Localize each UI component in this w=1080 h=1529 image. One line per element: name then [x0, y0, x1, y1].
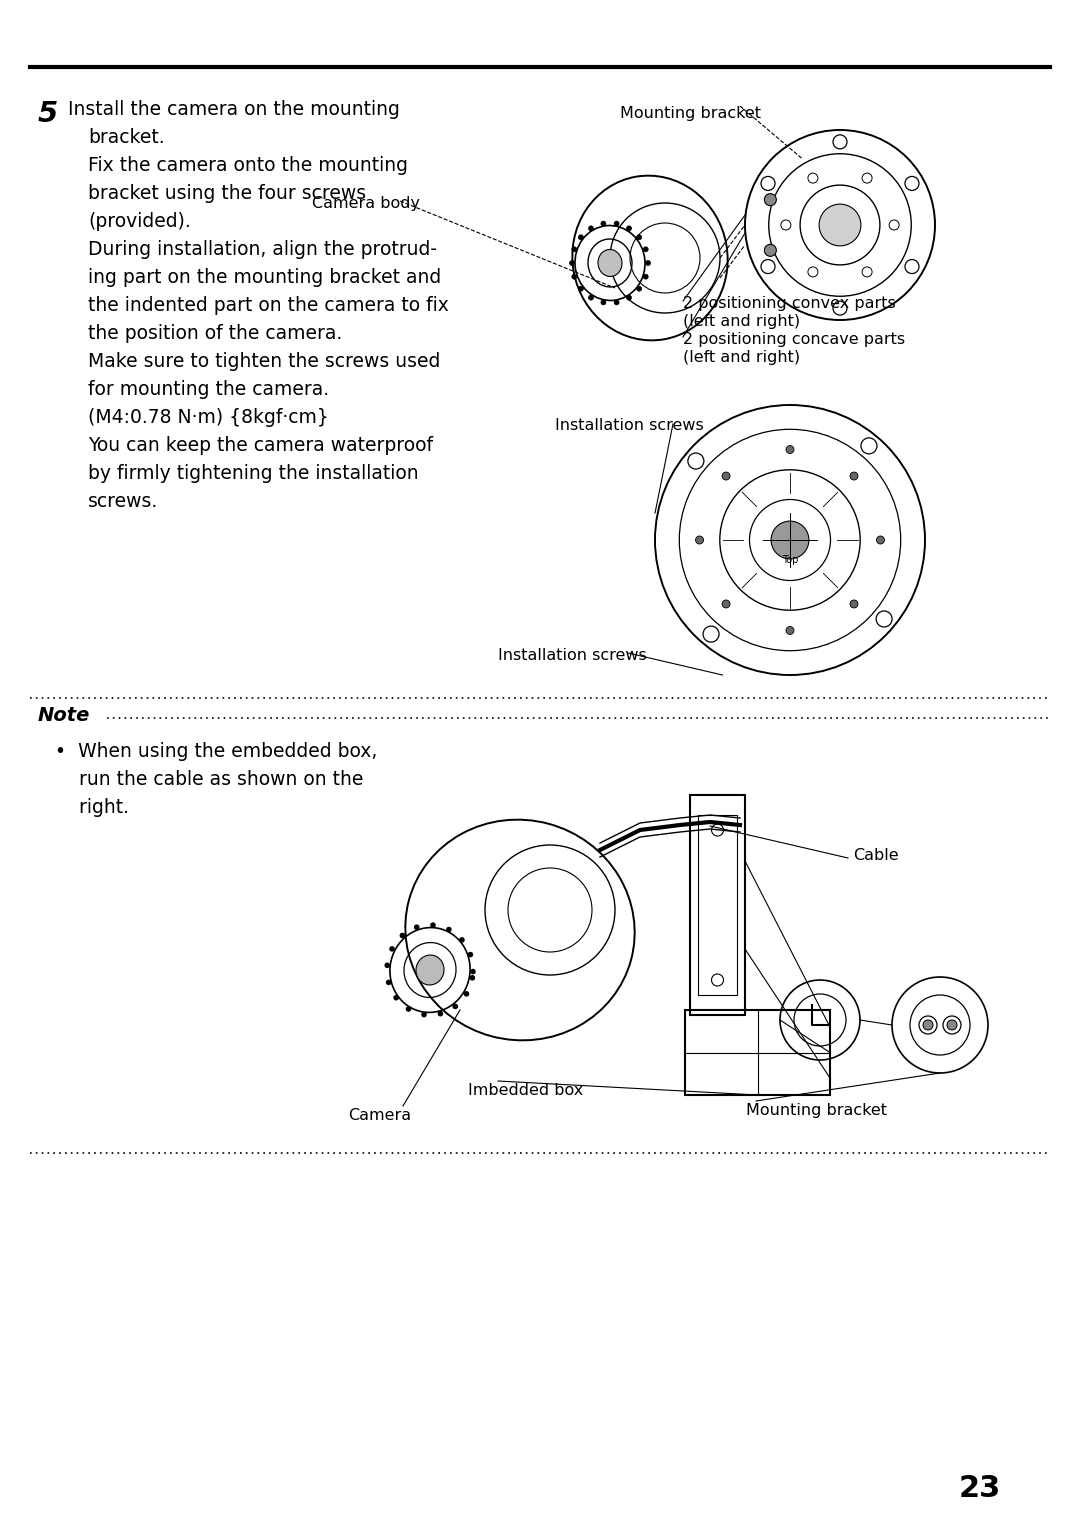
- Circle shape: [600, 300, 606, 304]
- Circle shape: [589, 226, 594, 231]
- Text: (left and right): (left and right): [683, 350, 800, 365]
- Circle shape: [644, 274, 648, 280]
- Circle shape: [723, 599, 730, 609]
- Circle shape: [615, 300, 619, 304]
- Text: bracket.: bracket.: [87, 128, 164, 147]
- Text: Mounting bracket: Mounting bracket: [620, 106, 761, 121]
- Text: screws.: screws.: [87, 492, 159, 511]
- Circle shape: [723, 472, 730, 480]
- Circle shape: [389, 946, 395, 951]
- Bar: [690, 795, 745, 1015]
- Text: right.: right.: [55, 798, 129, 816]
- Circle shape: [646, 260, 650, 266]
- Text: the position of the camera.: the position of the camera.: [87, 324, 342, 342]
- Bar: [698, 815, 737, 995]
- Text: run the cable as shown on the: run the cable as shown on the: [55, 771, 363, 789]
- Circle shape: [589, 295, 594, 300]
- Circle shape: [414, 925, 419, 930]
- Text: (M4:0.78 N·m) {8kgf·cm}: (M4:0.78 N·m) {8kgf·cm}: [87, 408, 328, 427]
- Circle shape: [786, 627, 794, 635]
- Circle shape: [579, 235, 583, 240]
- Circle shape: [923, 1020, 933, 1031]
- Circle shape: [470, 969, 476, 974]
- Text: 2 positioning concave parts: 2 positioning concave parts: [683, 332, 905, 347]
- Text: Top: Top: [782, 555, 798, 566]
- Circle shape: [765, 245, 777, 257]
- Circle shape: [453, 1003, 458, 1009]
- Text: Installation screws: Installation screws: [555, 417, 704, 433]
- Circle shape: [850, 599, 858, 609]
- Circle shape: [765, 194, 777, 206]
- Circle shape: [626, 226, 632, 231]
- Circle shape: [636, 286, 642, 291]
- Circle shape: [386, 980, 391, 985]
- Text: for mounting the camera.: for mounting the camera.: [87, 381, 329, 399]
- Text: •  When using the embedded box,: • When using the embedded box,: [55, 742, 377, 761]
- Text: Fix the camera onto the mounting: Fix the camera onto the mounting: [87, 156, 408, 174]
- Circle shape: [819, 203, 861, 246]
- Circle shape: [600, 222, 606, 226]
- Text: 23: 23: [959, 1474, 1001, 1503]
- Circle shape: [446, 927, 451, 933]
- Circle shape: [393, 995, 399, 1000]
- Text: ing part on the mounting bracket and: ing part on the mounting bracket and: [87, 268, 442, 287]
- Circle shape: [850, 472, 858, 480]
- Text: Mounting bracket: Mounting bracket: [746, 1102, 887, 1118]
- Circle shape: [430, 922, 436, 928]
- Text: Install the camera on the mounting: Install the camera on the mounting: [68, 99, 400, 119]
- Circle shape: [786, 445, 794, 454]
- Circle shape: [615, 222, 619, 226]
- Text: Note: Note: [38, 706, 91, 725]
- Circle shape: [569, 260, 575, 266]
- Ellipse shape: [416, 956, 444, 985]
- Text: Cable: Cable: [853, 849, 899, 862]
- Text: 2 positioning convex parts: 2 positioning convex parts: [683, 297, 895, 310]
- Text: the indented part on the camera to fix: the indented part on the camera to fix: [87, 297, 449, 315]
- Circle shape: [626, 295, 632, 300]
- Circle shape: [468, 953, 473, 957]
- Text: Camera body: Camera body: [312, 196, 420, 211]
- Ellipse shape: [598, 249, 622, 277]
- Circle shape: [947, 1020, 957, 1031]
- Circle shape: [384, 962, 390, 968]
- Circle shape: [421, 1012, 427, 1017]
- Text: by firmly tightening the installation: by firmly tightening the installation: [87, 463, 419, 483]
- Text: (left and right): (left and right): [683, 313, 800, 329]
- Text: bracket using the four screws: bracket using the four screws: [87, 183, 366, 203]
- Circle shape: [571, 246, 577, 252]
- Text: Installation screws: Installation screws: [498, 648, 647, 664]
- Text: 5: 5: [38, 99, 58, 128]
- Circle shape: [459, 937, 464, 943]
- Circle shape: [437, 1011, 443, 1017]
- Text: (provided).: (provided).: [87, 213, 191, 231]
- Circle shape: [463, 991, 470, 997]
- Circle shape: [470, 976, 475, 980]
- Circle shape: [400, 933, 405, 939]
- Circle shape: [571, 274, 577, 280]
- Circle shape: [636, 235, 642, 240]
- Text: Make sure to tighten the screws used: Make sure to tighten the screws used: [87, 352, 441, 372]
- Text: Camera: Camera: [348, 1109, 411, 1122]
- Text: Imbedded box: Imbedded box: [468, 1083, 583, 1098]
- Circle shape: [696, 537, 703, 544]
- Circle shape: [406, 1006, 411, 1012]
- Text: During installation, align the protrud-: During installation, align the protrud-: [87, 240, 437, 258]
- Circle shape: [644, 246, 648, 252]
- Circle shape: [771, 521, 809, 560]
- Bar: [685, 1011, 831, 1095]
- Circle shape: [877, 537, 885, 544]
- Text: You can keep the camera waterproof: You can keep the camera waterproof: [87, 436, 433, 456]
- Circle shape: [579, 286, 583, 291]
